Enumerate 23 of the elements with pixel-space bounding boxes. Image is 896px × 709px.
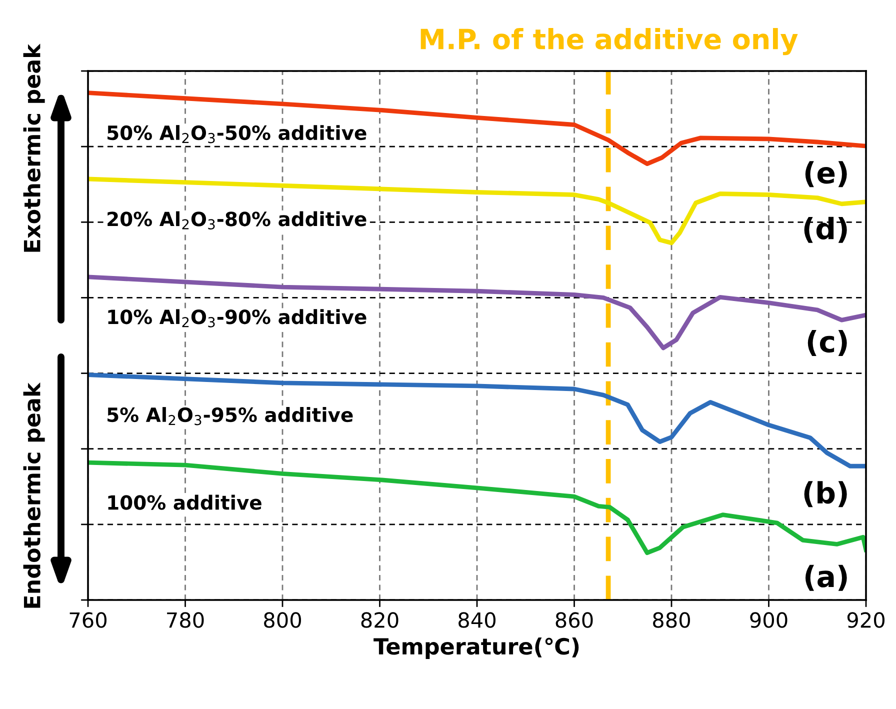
x-tick-label: 800 bbox=[264, 612, 301, 628]
ref-line-label: M.P. of the additive only bbox=[420, 28, 798, 56]
x-tick-label: 860 bbox=[556, 612, 593, 628]
x-tick-label: 760 bbox=[70, 612, 106, 628]
annotation: (a) bbox=[805, 564, 847, 591]
text: Endothermic peak bbox=[23, 382, 45, 608]
x-tick-label: 820 bbox=[361, 612, 398, 628]
annotation: (c) bbox=[808, 330, 847, 356]
annotation: (d) bbox=[804, 216, 847, 243]
annotation: (b) bbox=[804, 481, 847, 508]
x-tick-label: 900 bbox=[750, 612, 788, 628]
series-label: 100% additive bbox=[108, 494, 262, 510]
annotation: (e) bbox=[805, 161, 847, 188]
series-label: 5% Al$_{2}$O$_{3}$-95% additive bbox=[108, 407, 353, 426]
x-axis-title: Temperature(℃) bbox=[374, 638, 579, 660]
series-label: 20% Al$_{2}$O$_{3}$-80% additive bbox=[108, 211, 366, 230]
text: Exothermic peak bbox=[23, 44, 45, 252]
x-tick-label: 840 bbox=[458, 612, 496, 628]
series-label: 50% Al$_{2}$O$_{3}$-50% additive bbox=[108, 125, 366, 144]
x-tick-label: 780 bbox=[167, 612, 204, 628]
series-label: 10% Al$_{2}$O$_{3}$-90% additive bbox=[108, 309, 366, 328]
x-tick-label: 920 bbox=[847, 612, 884, 628]
x-tick-label: 880 bbox=[653, 612, 690, 628]
